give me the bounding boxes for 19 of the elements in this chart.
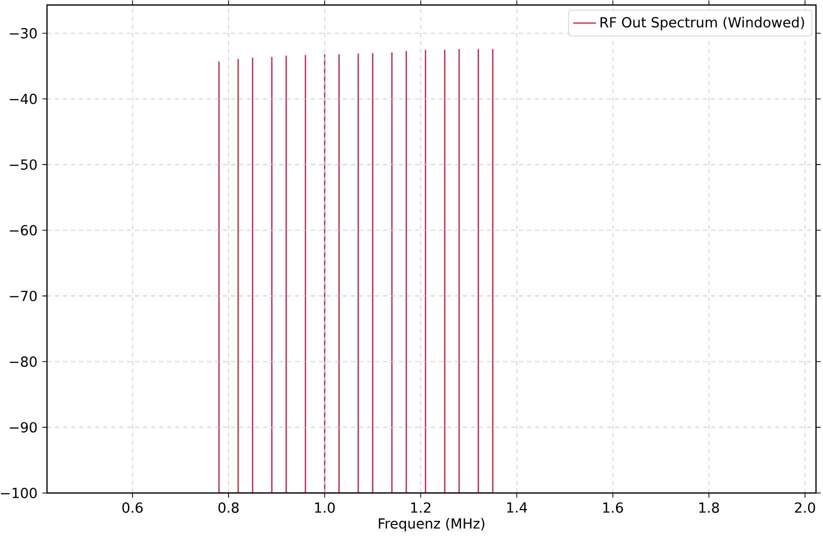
y-tick-label: −70 [10, 290, 37, 302]
x-tick-label: 2.0 [794, 502, 816, 513]
line-series [218, 49, 494, 493]
y-tick-label: −60 [10, 225, 37, 236]
x-axis-title: Frequenz (MHz) [378, 518, 484, 532]
x-tick-label: 0.6 [122, 502, 143, 513]
y-tick-label: −100 [1, 488, 37, 498]
x-tick-label: 1.6 [603, 502, 623, 513]
y-tick-label: −80 [10, 356, 37, 367]
y-tick-label: −30 [10, 28, 37, 38]
x-tick-label: 1.0 [315, 502, 335, 513]
x-tick-label: 1.2 [411, 502, 430, 513]
y-tick-label: −90 [10, 422, 37, 433]
x-tick-label: 0.8 [218, 502, 239, 513]
y-tick-label: −40 [10, 94, 37, 104]
legend-label: RF Out Spectrum (Windowed) [600, 16, 804, 30]
x-tick-label: 1.8 [699, 502, 719, 513]
y-tick-label: −50 [10, 159, 37, 170]
x-tick-label: 1.4 [507, 502, 528, 512]
